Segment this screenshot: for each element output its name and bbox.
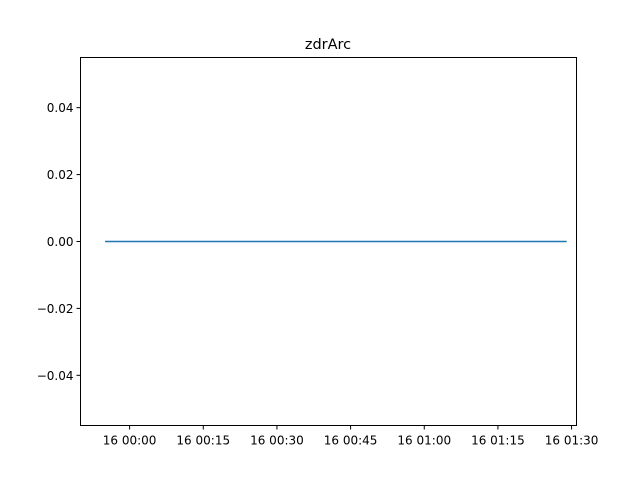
y-axis: 0.04 0.02 0.00 −0.02 −0.04 — [37, 101, 81, 383]
y-tick-label: 0.02 — [47, 168, 74, 182]
x-tick-label: 16 00:45 — [324, 434, 378, 448]
x-tick-label: 16 01:00 — [397, 434, 451, 448]
y-tick-label: −0.04 — [37, 369, 74, 383]
y-tick-label: 0.04 — [47, 101, 74, 115]
x-tick-label: 16 01:30 — [545, 434, 599, 448]
y-tick-label: −0.02 — [37, 302, 74, 316]
x-tick-label: 16 01:15 — [471, 434, 525, 448]
x-tick-label: 16 00:15 — [176, 434, 230, 448]
x-tick-label: 16 00:00 — [103, 434, 157, 448]
x-axis: 16 00:00 16 00:15 16 00:30 16 00:45 16 01:00… — [103, 425, 599, 448]
chart-title: zdrArc — [305, 37, 351, 53]
x-tick-label: 16 00:30 — [250, 434, 304, 448]
y-tick-label: 0.00 — [47, 235, 74, 249]
